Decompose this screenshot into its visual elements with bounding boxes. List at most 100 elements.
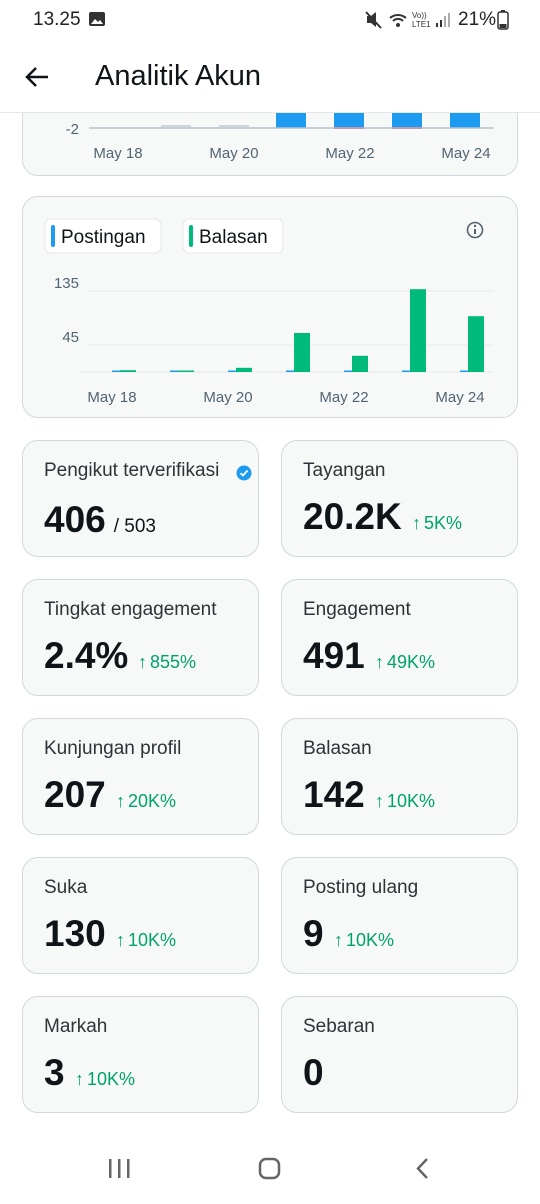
stat-label: Tayangan [303,460,386,481]
svg-text:LTE1: LTE1 [412,20,431,29]
stat-card: Suka 130 ↑ 10K% [22,857,259,974]
stat-number: 406 [44,499,106,540]
up-arrow: ↑ [116,930,125,950]
stat-label: Pengikut terverifikasi [44,460,220,481]
back-nav-button[interactable] [416,1158,428,1179]
gallery-icon [89,12,105,26]
time: 13.25 [33,9,81,30]
stat-card: Posting ulang 9 ↑ 10K% [281,857,518,974]
bar [236,367,252,372]
bar [410,289,426,372]
stat-label: Sebaran [303,1016,375,1037]
stat-number: 9 [303,913,324,954]
bar [178,370,194,372]
x-tick-label: May 22 [319,389,368,406]
stat-number: 130 [44,913,106,954]
stat-card: Kunjungan profil 207 ↑ 20K% [22,718,259,835]
change-text: 855% [150,652,197,672]
x-tick-label: May 22 [325,145,374,162]
x-tick-label: May 20 [203,389,252,406]
change-text: 20K% [128,791,177,811]
change-text: 10K% [128,930,177,950]
stat-value: 2.4% [44,635,128,677]
home-button[interactable] [258,1157,281,1180]
stat-label: Kunjungan profil [44,738,182,759]
stat-change: ↑ 10K% [334,930,394,951]
stat-value: 20.2K [303,496,402,538]
stat-card: Tingkat engagement 2.4% ↑ 855% [22,579,259,696]
stat-card: Sebaran 0 [281,996,518,1113]
chart-bar-fragment [219,125,249,127]
y-tick-label: -2 [66,121,79,138]
stat-change: ↑ 10K% [375,791,435,812]
recent-apps-button[interactable] [109,1159,130,1178]
system-nav-icons [109,1157,428,1180]
bar [228,370,236,372]
battery-level: 21% [458,9,497,30]
stat-number: 2.4% [44,635,129,676]
status-icons: Vo))LTE1 [365,11,450,29]
up-arrow: ↑ [334,930,343,950]
bar [402,370,410,372]
chart-bar-fragment [392,113,422,128]
legend-item[interactable]: Postingan [44,218,162,254]
y-tick-label: 45 [62,329,79,346]
stat-value: 9 [303,913,324,955]
stat-card: Pengikut terverifikasi 406 / 503 [22,440,259,557]
stat-label: Suka [44,877,88,898]
stat-value: 0 [303,1052,324,1094]
info-icon[interactable] [466,221,484,239]
bar [120,370,136,372]
system-nav-bar [0,1140,540,1199]
change-text: 10K% [87,1069,136,1089]
badge-circle [236,465,252,481]
bar [294,333,310,372]
stat-label: Posting ulang [303,877,419,898]
stat-number: 207 [44,774,106,815]
page-title: Analitik Akun [95,60,262,92]
chart-bar-fragment [276,113,306,128]
change-text: 49K% [387,652,436,672]
legend-label: Balasan [199,227,268,248]
x-tick-label: May 18 [87,389,136,406]
bar [352,355,368,372]
stat-value: 406 / 503 [44,499,156,541]
chart-bar-fragment [161,125,191,127]
up-arrow: ↑ [116,791,125,811]
stat-number: 3 [44,1052,65,1093]
x-tick-label: May 20 [209,145,258,162]
status-bar: 13.25 Vo)) LTE1 21% [0,0,540,40]
stat-value: 130 [44,913,106,955]
bar [112,370,120,372]
stat-change: ↑ 10K% [75,1069,135,1090]
legend-item[interactable]: Balasan [182,218,284,254]
legend-swatch [189,225,193,247]
back-button[interactable] [24,65,50,89]
bar [170,370,178,372]
stat-label: Tingkat engagement [44,599,217,620]
x-tick-label: May 24 [435,389,484,406]
up-arrow: ↑ [138,652,147,672]
stat-change: ↑ 49K% [375,652,435,673]
chart-bar-fragment [450,113,480,128]
legend-swatch [51,225,55,247]
badge-check [239,469,249,477]
y-tick-label: 135 [54,275,79,292]
bar [286,370,294,372]
stat-total: / 503 [113,516,156,537]
change-text: 10K% [346,930,395,950]
stat-value: 207 [44,774,106,816]
legend-label: Postingan [61,227,146,248]
stat-number: 20.2K [303,496,402,537]
stat-card: Engagement 491 ↑ 49K% [281,579,518,696]
legend-box [44,218,162,254]
activity-chart: Postingan Balasan 45 135 May 18 May 20 May 22 M… [44,218,494,406]
chart-bar-fragment [334,113,364,128]
svg-text:Vo)): Vo)) [412,11,427,20]
up-arrow: ↑ [375,791,384,811]
bar [468,316,484,372]
battery-icon [497,10,509,30]
change-text: 5K% [424,513,463,533]
stat-value: 491 [303,635,365,677]
